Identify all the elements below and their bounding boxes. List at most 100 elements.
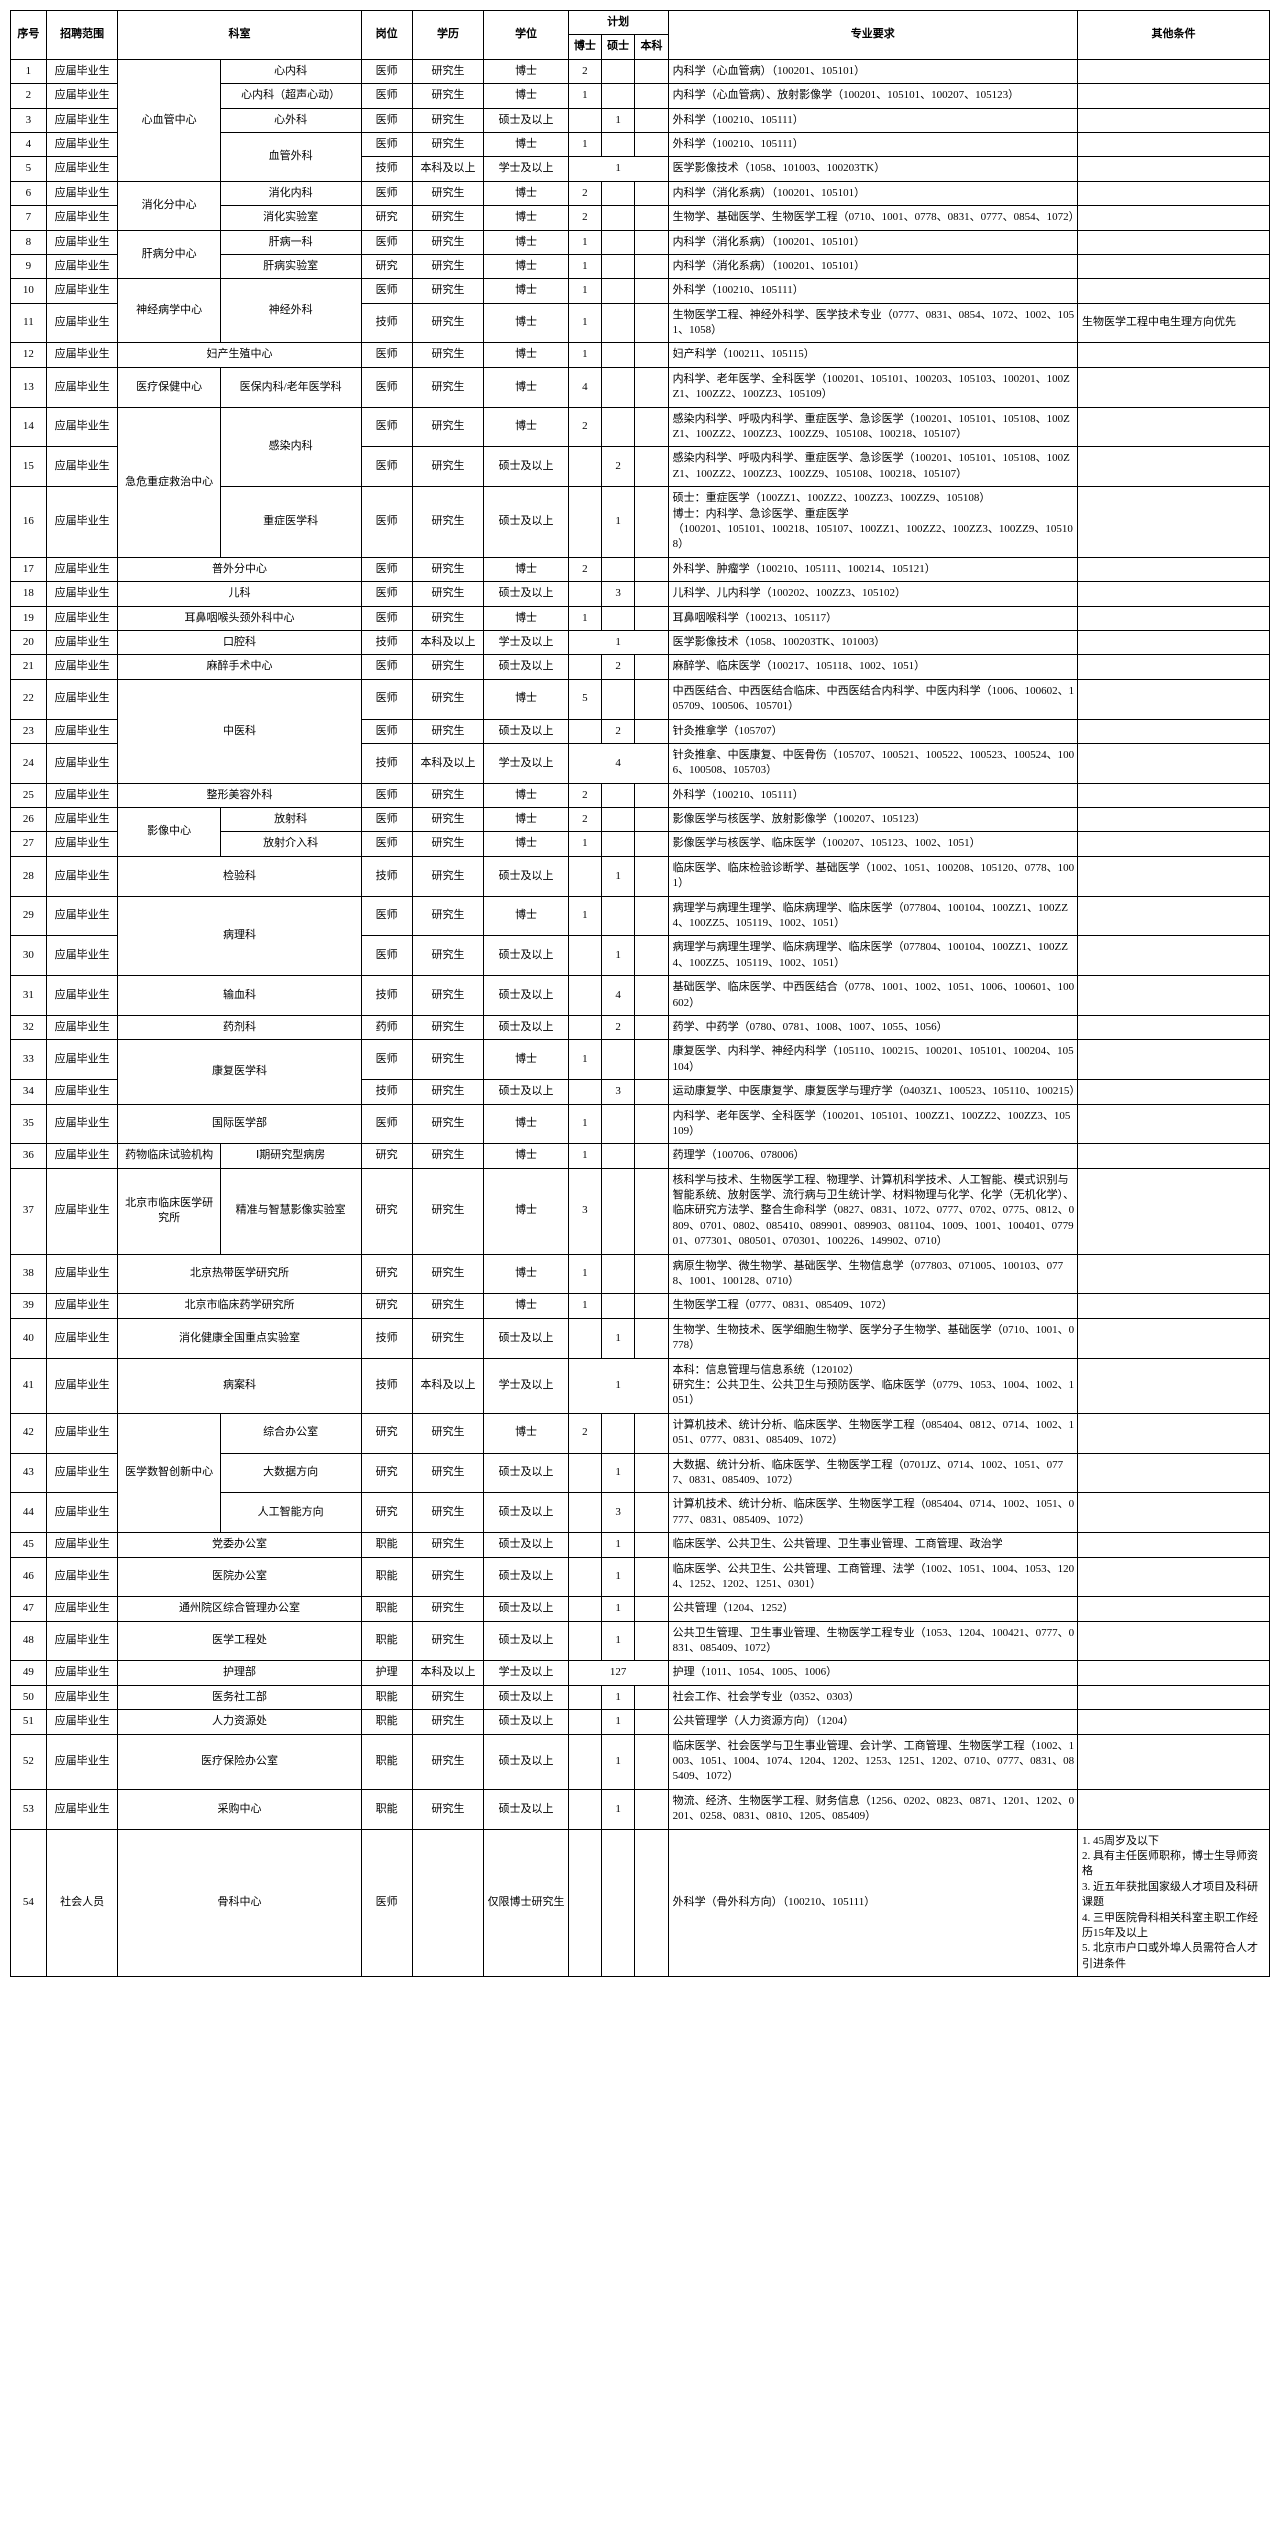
cell-req: 病原生物学、微生物学、基础医学、生物信息学（077803、071005、1001… [668,1254,1077,1294]
cell-ms [602,343,635,367]
cell-seq: 2 [11,84,47,108]
cell-phd: 1 [568,1254,601,1294]
cell-req: 外科学（骨外科方向）（100210、105111） [668,1829,1077,1977]
cell-bs [635,936,668,976]
table-row: 12应届毕业生妇产生殖中心医师研究生博士1妇产科学（100211、105115） [11,343,1270,367]
cell-seq: 8 [11,230,47,254]
cell-ms: 3 [602,582,635,606]
cell-dept-sub: 肝病实验室 [220,254,361,278]
cell-post: 医师 [361,832,412,856]
cell-degree: 博士 [484,557,568,581]
cell-req: 大数据、统计分析、临床医学、生物医学工程（0701JZ、0714、1002、10… [668,1453,1077,1493]
cell-dept: 消化健康全国重点实验室 [118,1318,361,1358]
cell-dept-main: 医学数智创新中心 [118,1413,220,1532]
cell-edu: 研究生 [412,206,484,230]
cell-degree: 硕士及以上 [484,1734,568,1789]
cell-req: 公共卫生管理、卫生事业管理、生物医学工程专业（1053、1204、100421、… [668,1621,1077,1661]
cell-req: 耳鼻咽喉科学（100213、105117） [668,606,1077,630]
cell-ms [602,206,635,230]
cell-scope: 应届毕业生 [46,1168,118,1254]
cell-post: 职能 [361,1621,412,1661]
cell-seq: 37 [11,1168,47,1254]
table-row: 17应届毕业生普外分中心医师研究生博士2外科学、肿瘤学（100210、10511… [11,557,1270,581]
table-row: 45应届毕业生党委办公室职能研究生硕士及以上1临床医学、公共卫生、公共管理、卫生… [11,1533,1270,1557]
cell-seq: 9 [11,254,47,278]
cell-seq: 39 [11,1294,47,1318]
cell-seq: 52 [11,1734,47,1789]
table-row: 1应届毕业生心血管中心心内科医师研究生博士2内科学（心血管病）（100201、1… [11,59,1270,83]
cell-other [1078,1144,1270,1168]
cell-dept: 口腔科 [118,630,361,654]
cell-dept: 护理部 [118,1661,361,1685]
cell-edu: 研究生 [412,606,484,630]
cell-ms: 1 [602,936,635,976]
cell-other [1078,679,1270,719]
cell-other [1078,719,1270,743]
cell-ms: 1 [602,1453,635,1493]
cell-post: 医师 [361,367,412,407]
cell-edu: 研究生 [412,447,484,487]
cell-edu: 研究生 [412,1104,484,1144]
cell-seq: 24 [11,743,47,783]
cell-post: 医师 [361,606,412,630]
cell-edu: 研究生 [412,367,484,407]
cell-phd: 1 [568,84,601,108]
cell-other [1078,1168,1270,1254]
table-body: 1应届毕业生心血管中心心内科医师研究生博士2内科学（心血管病）（100201、1… [11,59,1270,1976]
cell-scope: 应届毕业生 [46,1685,118,1709]
cell-other [1078,132,1270,156]
cell-seq: 51 [11,1710,47,1734]
cell-scope: 应届毕业生 [46,679,118,719]
cell-degree: 硕士及以上 [484,1685,568,1709]
cell-phd [568,1015,601,1039]
cell-other [1078,1710,1270,1734]
cell-post: 研究 [361,1254,412,1294]
table-row: 33应届毕业生康复医学科医师研究生博士1康复医学、内科学、神经内科学（10511… [11,1040,1270,1080]
cell-scope: 应届毕业生 [46,1040,118,1080]
cell-req: 生物学、生物技术、医学细胞生物学、医学分子生物学、基础医学（0710、1001、… [668,1318,1077,1358]
cell-other [1078,1661,1270,1685]
cell-req: 内科学（心血管病）（100201、105101） [668,59,1077,83]
cell-dept-sub: 重症医学科 [220,487,361,558]
cell-other [1078,343,1270,367]
cell-other: 1. 45周岁及以下 2. 具有主任医师职称，博士生导师资格 3. 近五年获批国… [1078,1829,1270,1977]
cell-phd [568,936,601,976]
cell-dept: 人力资源处 [118,1710,361,1734]
cell-seq: 20 [11,630,47,654]
table-row: 51应届毕业生人力资源处职能研究生硕士及以上1公共管理学（人力资源方向）（120… [11,1710,1270,1734]
cell-req: 妇产科学（100211、105115） [668,343,1077,367]
table-row: 10应届毕业生神经病学中心神经外科医师研究生博士1外科学（100210、1051… [11,279,1270,303]
cell-bs [635,108,668,132]
cell-dept-sub: 心内科 [220,59,361,83]
cell-phd [568,1318,601,1358]
cell-degree: 硕士及以上 [484,1493,568,1533]
cell-ms [602,59,635,83]
cell-edu: 研究生 [412,1080,484,1104]
cell-post: 医师 [361,783,412,807]
th-phd: 博士 [568,35,601,59]
cell-phd [568,487,601,558]
cell-scope: 应届毕业生 [46,230,118,254]
cell-scope: 应届毕业生 [46,936,118,976]
cell-edu: 研究生 [412,832,484,856]
cell-phd [568,108,601,132]
cell-scope: 应届毕业生 [46,367,118,407]
cell-edu: 本科及以上 [412,157,484,181]
cell-degree: 博士 [484,254,568,278]
cell-req: 药理学（100706、078006） [668,1144,1077,1168]
cell-edu: 研究生 [412,783,484,807]
cell-edu: 研究生 [412,1597,484,1621]
cell-seq: 38 [11,1254,47,1294]
cell-seq: 13 [11,367,47,407]
cell-dept: 病理科 [118,896,361,976]
cell-req: 临床医学、临床检验诊断学、基础医学（1002、1051、100208、10512… [668,856,1077,896]
cell-post: 技师 [361,157,412,181]
cell-edu: 研究生 [412,1734,484,1789]
cell-ms [602,1254,635,1294]
cell-other [1078,157,1270,181]
cell-phd: 1 [568,1040,601,1080]
cell-dept: 妇产生殖中心 [118,343,361,367]
cell-ms: 3 [602,1493,635,1533]
cell-ms [602,1829,635,1977]
cell-post: 医师 [361,1829,412,1977]
